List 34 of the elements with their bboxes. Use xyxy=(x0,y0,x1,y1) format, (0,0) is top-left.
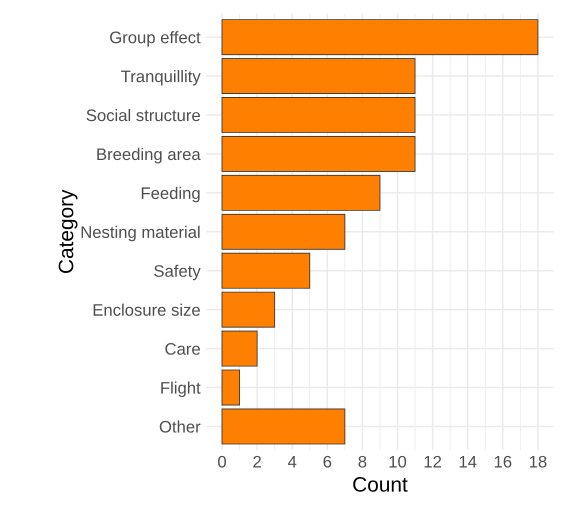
x-tick-label: 4 xyxy=(288,456,296,468)
x-tick-label: 16 xyxy=(494,456,512,468)
y-tick-label: Care xyxy=(165,342,200,355)
y-axis-title: Category xyxy=(58,190,78,273)
x-tick-label: 18 xyxy=(530,456,546,468)
y-tick-label: Flight xyxy=(161,381,201,398)
x-tick-label: 6 xyxy=(324,456,332,468)
bar xyxy=(222,136,416,172)
y-tick-label: Tranquillity xyxy=(121,70,201,86)
bar xyxy=(222,330,258,367)
y-tick-label: Group effect xyxy=(110,31,201,47)
x-axis-title: Count xyxy=(353,477,408,492)
x-tick-label: 12 xyxy=(424,456,442,468)
y-tick-label: Social structure xyxy=(86,108,200,122)
y-tick-label: Enclosure size xyxy=(94,304,200,316)
bar xyxy=(222,214,346,250)
bar xyxy=(222,19,538,56)
y-tick-label: Feeding xyxy=(142,186,200,202)
bar xyxy=(222,292,276,328)
bar xyxy=(222,252,310,289)
bar xyxy=(222,58,416,94)
x-tick-label: 14 xyxy=(460,456,476,468)
y-tick-label: Nesting material xyxy=(82,226,200,242)
bar xyxy=(222,174,380,211)
x-tick-label: 8 xyxy=(358,456,366,468)
y-tick-label: Safety xyxy=(154,264,201,280)
bar xyxy=(222,97,416,133)
y-tick-label: Other xyxy=(160,420,200,433)
bar xyxy=(222,370,240,406)
bar xyxy=(222,408,346,444)
y-tick-label: Breeding area xyxy=(97,148,201,164)
x-tick-label: 10 xyxy=(390,456,406,468)
x-tick-label: 0 xyxy=(218,456,226,468)
x-tick-label: 2 xyxy=(253,456,261,468)
